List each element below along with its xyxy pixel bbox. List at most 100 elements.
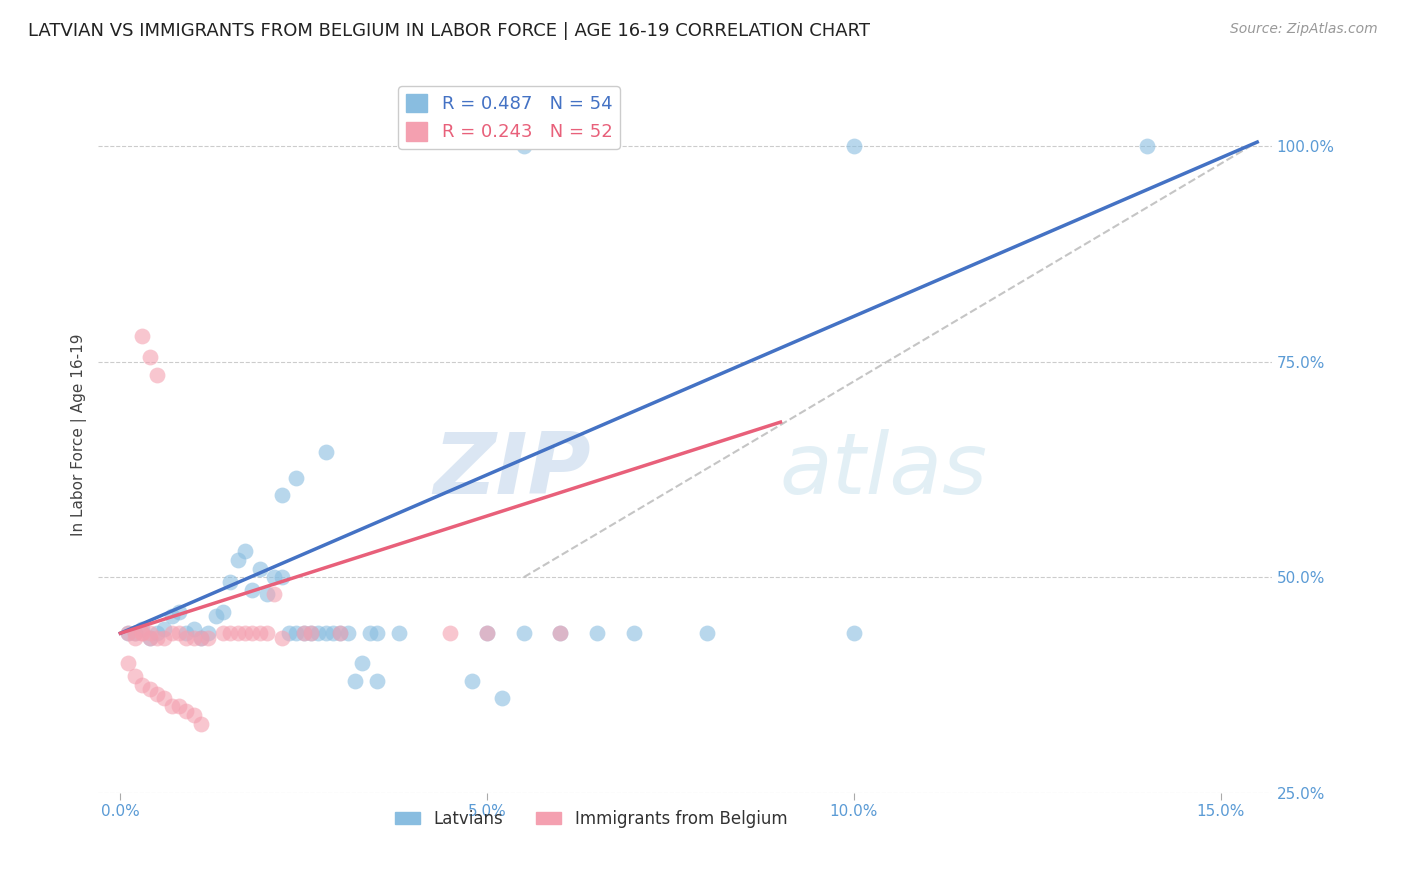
- Point: [219, 626, 242, 640]
- Point: [278, 626, 301, 640]
- Point: [249, 561, 271, 575]
- Point: [550, 626, 572, 640]
- Point: [190, 631, 212, 645]
- Point: [124, 626, 146, 640]
- Point: [336, 626, 359, 640]
- Point: [146, 687, 169, 701]
- Point: [329, 885, 352, 892]
- Point: [117, 626, 139, 640]
- Point: [167, 626, 190, 640]
- Point: [550, 889, 572, 892]
- Point: [146, 626, 169, 640]
- Point: [352, 657, 374, 671]
- Point: [167, 699, 190, 714]
- Point: [160, 609, 183, 624]
- Point: [219, 574, 242, 589]
- Point: [146, 368, 169, 382]
- Point: [131, 622, 153, 636]
- Point: [270, 570, 292, 584]
- Point: [256, 587, 278, 601]
- Point: [439, 626, 461, 640]
- Point: [160, 626, 183, 640]
- Point: [167, 605, 190, 619]
- Point: [131, 678, 153, 692]
- Point: [138, 631, 160, 645]
- Point: [153, 690, 176, 705]
- Point: [183, 631, 205, 645]
- Point: [366, 626, 388, 640]
- Point: [461, 673, 484, 688]
- Point: [160, 699, 183, 714]
- Point: [153, 631, 176, 645]
- Point: [513, 139, 536, 153]
- Point: [117, 626, 139, 640]
- Point: [190, 631, 212, 645]
- Point: [292, 626, 315, 640]
- Point: [586, 626, 609, 640]
- Text: Source: ZipAtlas.com: Source: ZipAtlas.com: [1230, 22, 1378, 37]
- Point: [197, 626, 219, 640]
- Point: [256, 626, 278, 640]
- Point: [270, 631, 292, 645]
- Point: [285, 626, 308, 640]
- Point: [388, 626, 411, 640]
- Point: [138, 631, 160, 645]
- Point: [315, 445, 337, 459]
- Point: [242, 812, 264, 826]
- Point: [190, 716, 212, 731]
- Point: [131, 329, 153, 343]
- Point: [329, 626, 352, 640]
- Point: [475, 626, 498, 640]
- Point: [285, 471, 308, 485]
- Point: [212, 605, 235, 619]
- Point: [233, 626, 256, 640]
- Point: [131, 626, 153, 640]
- Point: [242, 626, 264, 640]
- Point: [197, 631, 219, 645]
- Point: [475, 626, 498, 640]
- Point: [315, 626, 337, 640]
- Text: atlas: atlas: [779, 429, 987, 512]
- Point: [1136, 139, 1159, 153]
- Point: [146, 631, 169, 645]
- Point: [219, 812, 242, 826]
- Point: [233, 544, 256, 558]
- Point: [263, 570, 285, 584]
- Text: LATVIAN VS IMMIGRANTS FROM BELGIUM IN LABOR FORCE | AGE 16-19 CORRELATION CHART: LATVIAN VS IMMIGRANTS FROM BELGIUM IN LA…: [28, 22, 870, 40]
- Point: [623, 626, 645, 640]
- Y-axis label: In Labor Force | Age 16-19: In Labor Force | Age 16-19: [72, 334, 87, 536]
- Point: [402, 846, 425, 860]
- Point: [138, 351, 160, 365]
- Point: [329, 626, 352, 640]
- Point: [366, 889, 388, 892]
- Point: [292, 871, 315, 886]
- Point: [359, 626, 381, 640]
- Point: [322, 626, 344, 640]
- Point: [212, 626, 235, 640]
- Point: [124, 669, 146, 683]
- Point: [263, 587, 285, 601]
- Point: [513, 626, 536, 640]
- Legend: Latvians, Immigrants from Belgium: Latvians, Immigrants from Belgium: [388, 803, 794, 834]
- Point: [344, 673, 367, 688]
- Point: [242, 583, 264, 598]
- Point: [842, 139, 865, 153]
- Point: [307, 626, 329, 640]
- Point: [124, 626, 146, 640]
- Point: [249, 626, 271, 640]
- Point: [842, 626, 865, 640]
- Point: [183, 622, 205, 636]
- Point: [138, 682, 160, 697]
- Point: [366, 812, 388, 826]
- Point: [292, 626, 315, 640]
- Point: [204, 609, 226, 624]
- Point: [176, 626, 198, 640]
- Point: [124, 631, 146, 645]
- Point: [176, 631, 198, 645]
- Point: [696, 626, 718, 640]
- Point: [491, 690, 513, 705]
- Point: [131, 626, 153, 640]
- Point: [176, 704, 198, 718]
- Point: [366, 673, 388, 688]
- Point: [117, 657, 139, 671]
